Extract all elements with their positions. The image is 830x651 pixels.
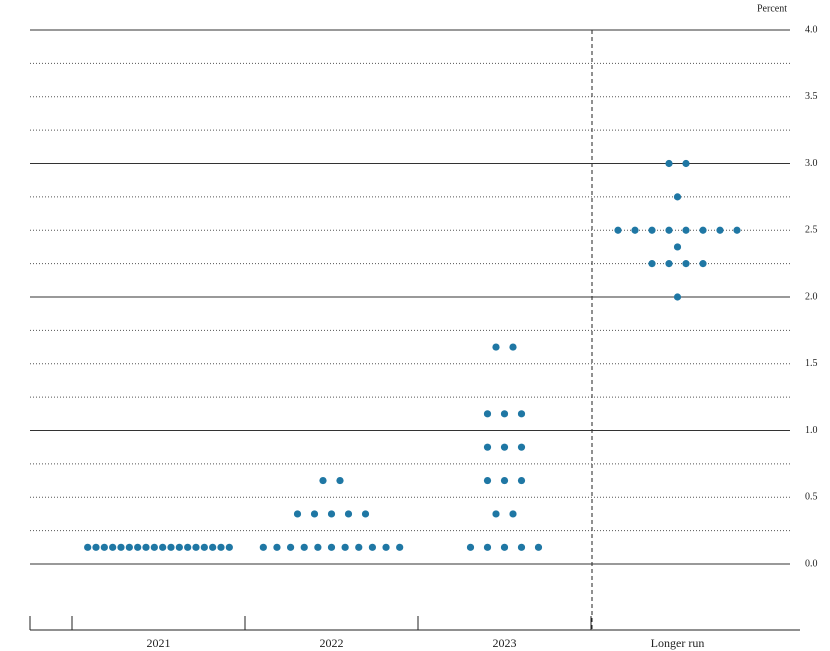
y-axis-label: Percent [757,3,787,14]
dot [665,159,673,168]
dot [673,193,682,201]
dot [500,443,509,451]
dot [150,543,158,551]
x-tick-label: Longer run [651,636,705,650]
dot [341,543,349,551]
dot [327,543,336,551]
dot [368,543,377,551]
dot [273,543,281,551]
dot [614,226,622,234]
dot [509,343,517,351]
dot [517,476,526,485]
dot [483,410,492,418]
y-tick-label: 3.0 [805,158,818,169]
dot [483,543,492,551]
dot [209,543,217,551]
dot [673,293,682,301]
dot [648,260,656,268]
dot [310,510,319,518]
dot [200,543,208,551]
dot [483,443,492,451]
dot [665,226,673,234]
y-tick-label: 3.5 [805,91,818,102]
dot [84,543,92,551]
dot [159,543,167,551]
dot [293,510,302,518]
dot [286,543,295,551]
dot [134,543,142,551]
y-tick-label: 2.0 [805,291,818,302]
dot [509,510,517,518]
dot [217,543,225,551]
dot [492,510,500,518]
x-tick-label: 2022 [320,636,344,650]
dot [396,543,404,551]
dot [648,226,656,234]
dot [733,226,741,234]
dot [682,159,690,168]
dot [500,410,509,418]
dot [92,543,100,551]
dot [382,543,390,551]
dot [225,543,233,551]
dot [355,543,363,551]
dot [492,343,500,351]
dot [699,260,707,268]
x-tick-label: 2021 [147,636,171,650]
dot [500,476,509,485]
dot [517,543,526,551]
dot [665,260,673,268]
dot [314,543,322,551]
dot [336,476,344,485]
dot [466,543,475,551]
dot [344,510,353,518]
dot [259,543,267,551]
dot [361,510,370,518]
dot [142,543,150,551]
y-tick-label: 4.0 [805,24,818,35]
y-tick-label: 1.5 [805,358,818,369]
dot [673,243,682,251]
y-tick-label: 0.5 [805,492,818,503]
dot [125,543,133,551]
dot [167,543,175,551]
dot [483,476,492,485]
dot [682,260,690,268]
dot [517,443,526,451]
dot [300,543,308,551]
dot [319,476,327,485]
dot [517,410,526,418]
dot [500,543,509,551]
dot [100,543,108,551]
y-tick-label: 2.5 [805,225,818,236]
dot [184,543,192,551]
dot [327,510,336,518]
dot [117,543,125,551]
y-tick-label: 0.0 [805,558,818,569]
y-tick-label: 1.0 [805,425,818,436]
dot [699,226,707,234]
dot [192,543,200,551]
dot [682,226,690,234]
dot [175,543,183,551]
dot [534,543,543,551]
x-tick-label: 2023 [493,636,517,650]
dot [716,226,724,234]
dot [631,226,639,234]
dot [109,543,117,551]
